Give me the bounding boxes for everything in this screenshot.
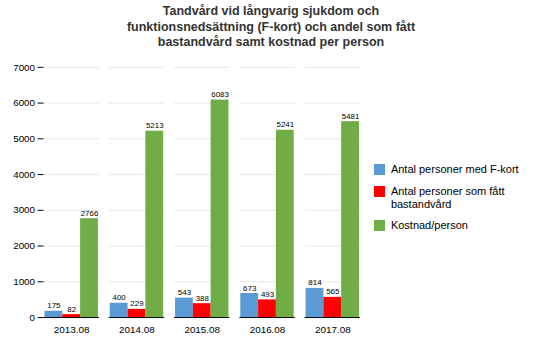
svg-text:6000: 6000 — [13, 97, 35, 108]
svg-text:175: 175 — [47, 301, 61, 310]
svg-text:543: 543 — [178, 288, 192, 297]
svg-text:3000: 3000 — [13, 204, 35, 215]
svg-text:493: 493 — [261, 290, 275, 299]
svg-text:5213: 5213 — [146, 121, 164, 130]
svg-text:4000: 4000 — [13, 169, 35, 180]
svg-text:814: 814 — [308, 278, 322, 287]
svg-text:0: 0 — [30, 312, 36, 323]
svg-text:2014.08: 2014.08 — [119, 324, 155, 335]
svg-text:400: 400 — [113, 293, 127, 302]
svg-text:82: 82 — [67, 305, 76, 314]
html-text:Kostnad/person: Kostnad/person — [390, 218, 468, 231]
svg-text:6083: 6083 — [211, 90, 229, 99]
svg-text:2017.08: 2017.08 — [315, 324, 351, 335]
html-text:Antal personer som fått bastan: Antal personer som fått bastandvård — [390, 184, 505, 210]
svg-text:388: 388 — [196, 294, 210, 303]
svg-text:2000: 2000 — [13, 240, 35, 251]
svg-text:5000: 5000 — [13, 133, 35, 144]
svg-text:565: 565 — [326, 287, 340, 296]
svg-text:2766: 2766 — [81, 209, 99, 218]
svg-text:673: 673 — [243, 283, 257, 292]
svg-text:5241: 5241 — [277, 120, 295, 129]
svg-text:2016.08: 2016.08 — [250, 324, 286, 335]
svg-text:2013.08: 2013.08 — [54, 324, 90, 335]
svg-text:5481: 5481 — [342, 112, 360, 121]
svg-text:2015.08: 2015.08 — [184, 324, 220, 335]
html-text:Tandvård vid långvarig sjukdom: Tandvård vid långvarig sjukdom och funkt… — [126, 4, 416, 50]
svg-text:7000: 7000 — [13, 61, 35, 72]
svg-text:1000: 1000 — [13, 276, 35, 287]
svg-text:229: 229 — [130, 299, 144, 308]
html-text:Antal personer med F-kort: Antal personer med F-kort — [390, 163, 519, 176]
